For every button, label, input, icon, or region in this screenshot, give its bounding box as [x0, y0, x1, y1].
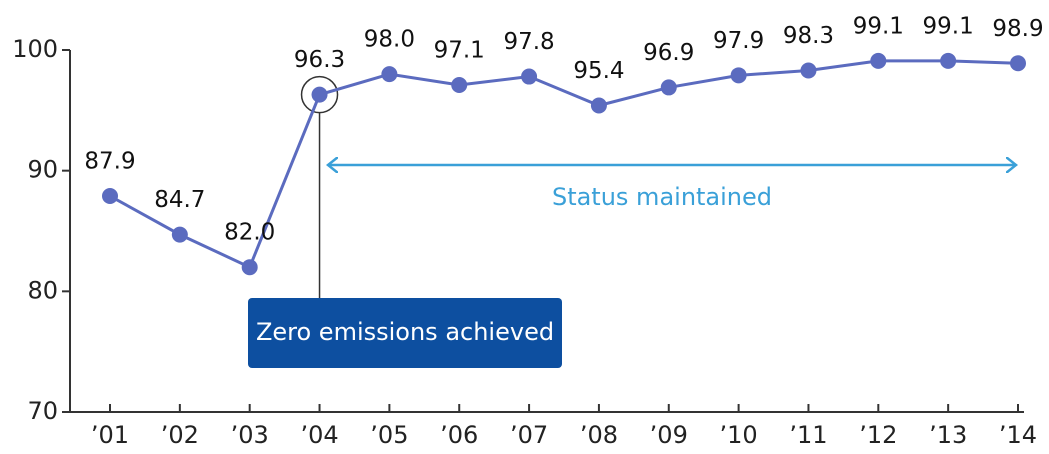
x-tick-label: ’10 [720, 421, 758, 449]
range-label: Status maintained [552, 183, 772, 211]
data-label: 95.4 [573, 58, 624, 84]
data-point [1010, 55, 1026, 72]
data-label: 82.0 [224, 220, 275, 246]
x-tick-label: ’02 [161, 421, 199, 449]
data-point [381, 66, 398, 83]
data-label: 98.3 [783, 23, 834, 49]
data-label: 98.9 [992, 16, 1043, 42]
data-point [102, 188, 118, 205]
x-tick-label: ’05 [370, 421, 408, 449]
y-tick-label: 80 [27, 276, 58, 304]
x-tick-label: ’04 [300, 421, 338, 449]
data-point [241, 259, 258, 276]
data-label: 97.9 [713, 28, 764, 54]
milestone-box [248, 298, 562, 368]
x-tick-label: ’08 [580, 421, 618, 449]
data-label: 87.9 [84, 149, 135, 175]
x-tick-label: ’14 [999, 421, 1037, 449]
data-point [660, 79, 677, 96]
milestone-ring [300, 75, 339, 114]
series-line [109, 59, 1019, 270]
data-label: 99.1 [853, 13, 904, 39]
data-label: 97.8 [503, 29, 554, 55]
data-point [940, 52, 957, 69]
x-tick-label: ’12 [859, 421, 897, 449]
data-point [521, 68, 538, 85]
x-tick-label: ’11 [789, 421, 827, 449]
data-label: 99.1 [923, 13, 974, 39]
data-label: 84.7 [154, 187, 205, 213]
data-label: 97.1 [434, 37, 485, 63]
x-tick-label: ’09 [650, 421, 688, 449]
data-point [451, 76, 468, 93]
data-label: 96.3 [294, 47, 345, 73]
data-label: 98.0 [364, 27, 415, 53]
x-tick-label: ’01 [91, 421, 129, 449]
milestone-label: Zero emissions achieved [256, 318, 554, 346]
data-point [590, 97, 607, 114]
data-point [870, 52, 887, 69]
data-point [171, 226, 188, 243]
x-tick-label: ’03 [231, 421, 269, 449]
data-point [730, 67, 747, 84]
x-tick-label: ’13 [929, 421, 967, 449]
data-point [800, 62, 817, 79]
y-tick-label: 70 [27, 397, 58, 425]
x-tick-label: ’07 [510, 421, 548, 449]
y-tick-label: 90 [27, 156, 58, 184]
x-tick-label: ’06 [440, 421, 478, 449]
data-label: 96.9 [643, 40, 694, 66]
data-point [311, 86, 328, 103]
y-tick-label: 100 [12, 35, 58, 63]
